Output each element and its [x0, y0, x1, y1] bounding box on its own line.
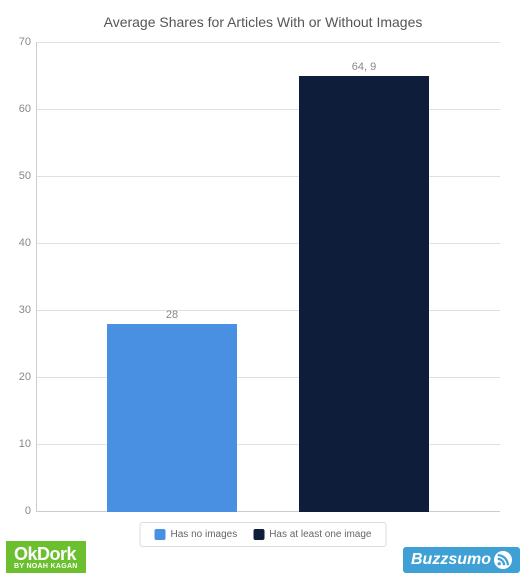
ytick-label: 70 — [19, 36, 37, 48]
legend-item: Has no images — [155, 529, 238, 540]
rss-icon — [494, 551, 512, 569]
legend: Has no images Has at least one image — [140, 522, 387, 547]
legend-swatch — [155, 529, 166, 540]
ytick-label: 50 — [19, 170, 37, 182]
ytick-label: 10 — [19, 438, 37, 450]
brand-badge-okdork: OkDork BY NOAH KAGAN — [6, 541, 86, 573]
legend-label: Has at least one image — [269, 529, 371, 540]
brand-badge-buzzsumo: Buzzsumo — [403, 547, 520, 573]
ytick-label: 20 — [19, 371, 37, 383]
brand-buzzsumo-name: Buzzsumo — [411, 551, 491, 569]
bar-value-label: 28 — [166, 309, 178, 321]
brand-okdork-name: OkDork — [14, 545, 78, 563]
legend-item: Has at least one image — [253, 529, 371, 540]
bar-group: 64, 9 — [299, 42, 429, 512]
ytick-label: 60 — [19, 103, 37, 115]
ytick-label: 40 — [19, 237, 37, 249]
brand-okdork-subtitle: BY NOAH KAGAN — [14, 563, 78, 570]
bar-rect — [299, 76, 429, 512]
ytick-label: 30 — [19, 304, 37, 316]
legend-label: Has no images — [171, 529, 238, 540]
chart-title: Average Shares for Articles With or With… — [0, 0, 526, 40]
legend-swatch — [253, 529, 264, 540]
bar-rect — [107, 324, 237, 512]
bar-value-label: 64, 9 — [352, 61, 376, 73]
plot-area: 010203040506070 2864, 9 — [36, 42, 500, 512]
bar-group: 28 — [107, 42, 237, 512]
